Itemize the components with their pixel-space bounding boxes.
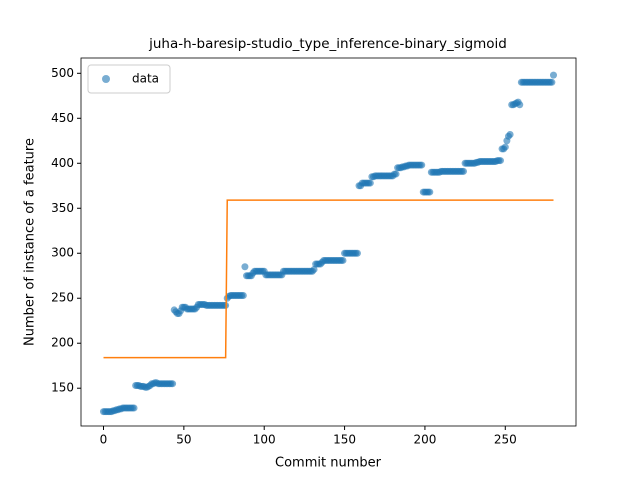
data-point xyxy=(496,157,504,165)
data-point xyxy=(501,143,509,151)
x-tick-label: 150 xyxy=(333,433,356,447)
data-point xyxy=(310,265,318,273)
y-axis-label: Number of instance of a feature xyxy=(23,138,38,346)
fit-line xyxy=(103,199,554,359)
data-point xyxy=(418,161,426,169)
x-tick-label: 100 xyxy=(253,433,276,447)
x-tick-label: 50 xyxy=(176,433,191,447)
data-point xyxy=(353,249,361,257)
data-point xyxy=(339,256,347,264)
legend-marker xyxy=(102,75,110,83)
data-point xyxy=(241,263,249,271)
y-tick-label: 350 xyxy=(51,201,74,215)
data-point xyxy=(516,101,524,109)
y-tick-label: 400 xyxy=(51,156,74,170)
data-point xyxy=(460,167,467,175)
y-tick-label: 450 xyxy=(51,111,74,125)
data-point xyxy=(239,292,247,300)
data-point xyxy=(130,404,138,412)
y-tick-label: 200 xyxy=(51,336,74,350)
legend-label: data xyxy=(132,72,159,86)
x-tick-label: 200 xyxy=(413,433,436,447)
x-tick-label: 250 xyxy=(494,433,517,447)
data-point xyxy=(366,179,374,187)
data-point xyxy=(506,130,514,138)
data-point xyxy=(548,78,556,86)
x-tick-label: 0 xyxy=(100,433,108,447)
data-point xyxy=(169,380,177,388)
plot-frame xyxy=(80,57,577,427)
chart-title: juha-h-baresip-studio_type_inference-bin… xyxy=(148,36,507,52)
x-axis-label: Commit number xyxy=(275,456,382,471)
data-point xyxy=(426,188,434,196)
data-point xyxy=(392,170,400,178)
y-tick-label: 300 xyxy=(51,246,74,260)
y-tick-label: 250 xyxy=(51,291,74,305)
data-point xyxy=(550,71,557,79)
y-tick-label: 500 xyxy=(51,66,74,80)
legend-box xyxy=(87,64,171,94)
y-tick-label: 150 xyxy=(51,381,74,395)
